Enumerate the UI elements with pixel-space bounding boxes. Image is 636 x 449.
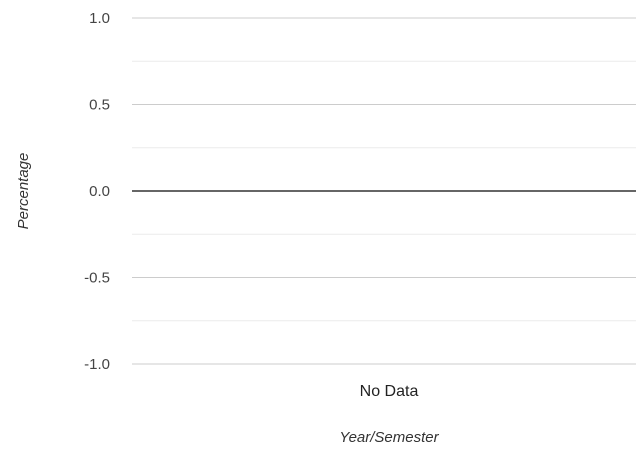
y-tick-label: -0.5 <box>84 270 110 287</box>
y-tick-label: 1.0 <box>89 10 110 27</box>
y-tick-label: -1.0 <box>84 356 110 373</box>
x-axis-title: Year/Semester <box>339 429 439 446</box>
y-axis-title: Percentage <box>15 153 32 230</box>
x-category-label: No Data <box>360 383 419 400</box>
y-tick-label: 0.5 <box>89 97 110 114</box>
y-tick-label: 0.0 <box>89 183 110 200</box>
y-tick-labels: 1.0 0.5 0.0 -0.5 -1.0 <box>84 10 110 373</box>
grid-layer <box>132 17 636 365</box>
